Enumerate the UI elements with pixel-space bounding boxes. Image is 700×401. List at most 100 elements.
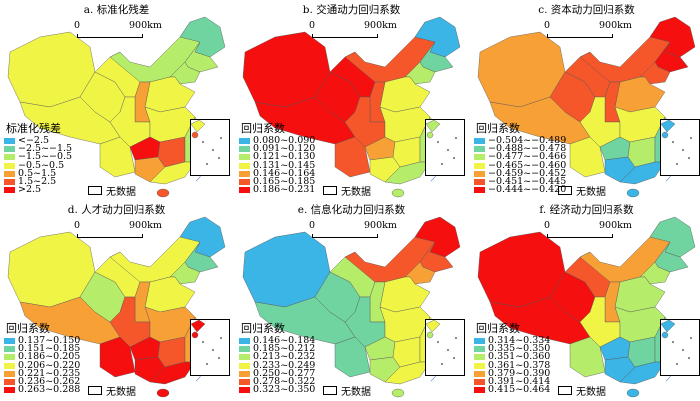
- legend-item: −0.459~−0.452: [474, 167, 567, 179]
- region-hun: [627, 136, 656, 168]
- legend-swatch: [474, 387, 485, 394]
- scale-distance: 900km: [599, 20, 632, 31]
- legend-label: 0.278~0.322: [253, 375, 316, 387]
- legend-label: −2.5~−1.5: [18, 143, 73, 155]
- legend-item: 0.221~0.235: [4, 367, 81, 379]
- south-china-sea-inset: [190, 119, 230, 176]
- legend-label: 0.137~0.150: [18, 335, 81, 346]
- panel-title: a. 标准化残差: [83, 4, 150, 16]
- legend-item: 0.080~0.090: [239, 136, 315, 145]
- legend-item: 0.278~0.322: [239, 375, 316, 387]
- legend-item: 0.250~0.277: [239, 368, 315, 378]
- scale-zero: 0: [544, 220, 551, 231]
- legend-item: 0.391~0.414: [474, 375, 551, 387]
- legend-label: −0.444~−0.420: [488, 184, 567, 196]
- legend-item: −0.465~−0.460: [474, 159, 567, 171]
- scale-zero: 0: [74, 20, 81, 31]
- no-data-label: 无数据: [576, 187, 606, 198]
- legend-swatch: [4, 346, 15, 353]
- china-map: [242, 16, 461, 198]
- no-data-label: 无数据: [341, 387, 371, 398]
- legend-title: 回归系数: [6, 322, 50, 335]
- legend: 回归系数 0.080~0.090 0.091~0.120 0.121~0.130 0.1…: [239, 122, 315, 194]
- legend-label: −0.459~−0.452: [488, 167, 567, 179]
- legend-swatch: [4, 379, 15, 386]
- panel-title: d. 人才动力回归系数: [67, 204, 166, 216]
- legend-swatch: [474, 370, 485, 377]
- map-panel-a: a. 标准化残差 0 900km 标准化残差 <−2.5 −2.5~−1.5 −1.5~−0…: [0, 0, 233, 200]
- legend-item: −1.5~−0.5: [4, 152, 72, 162]
- region-hun: [157, 136, 186, 168]
- legend-label: 0.335~0.350: [488, 343, 551, 355]
- legend-label: 0.165~0.185: [253, 175, 316, 187]
- legend-swatch: [474, 162, 485, 169]
- legend-item: 0.186~0.205: [4, 351, 81, 363]
- legend-swatch: [474, 179, 485, 186]
- legend-swatch: [239, 187, 250, 194]
- legend-item: 0.186~0.231: [239, 184, 316, 196]
- south-china-sea-inset: [190, 319, 230, 376]
- legend-label: −0.5~0.5: [18, 159, 65, 171]
- legend-label: 0.091~0.120: [253, 143, 316, 155]
- legend-title: 回归系数: [241, 122, 285, 135]
- south-china-sea-inset: [660, 319, 700, 376]
- legend-item: 0.233~0.249: [239, 360, 315, 370]
- legend-title: 回归系数: [241, 322, 285, 335]
- no-data-legend: 无数据: [558, 183, 606, 198]
- china-map: [477, 216, 696, 398]
- legend-swatch: [239, 370, 250, 377]
- legend-item: 0.5~1.5: [4, 168, 72, 178]
- legend-label: −0.477~−0.466: [488, 151, 567, 163]
- legend-label: 0.186~0.205: [18, 351, 81, 363]
- china-map: [7, 216, 226, 398]
- map-panel-f: f. 经济动力回归系数 0 900km 回归系数 0.314~0.334 0.335~0.…: [470, 200, 700, 400]
- legend-swatch: [474, 154, 485, 161]
- legend-label: 0.213~0.232: [253, 351, 316, 363]
- region-hun: [392, 336, 421, 368]
- legend-swatch: [474, 362, 485, 369]
- legend-item: −0.504~−0.489: [474, 135, 567, 146]
- no-data-legend: 无数据: [88, 383, 136, 398]
- legend-item: 0.165~0.185: [239, 175, 316, 187]
- legend-item: −0.477~−0.466: [474, 151, 567, 163]
- legend-title: 回归系数: [476, 322, 520, 335]
- legend: 标准化残差 <−2.5 −2.5~−1.5 −1.5~−0.5 −0.5~0.5 0.5~…: [4, 122, 72, 194]
- panel-title: c. 资本动力回归系数: [538, 4, 635, 16]
- legend: 回归系数 −0.504~−0.489 −0.488~−0.478 −0.477~−0.…: [474, 122, 566, 194]
- panel-title: b. 交通动力回归系数: [302, 4, 401, 16]
- legend-item: 0.415~0.464: [474, 385, 550, 394]
- legend: 回归系数 0.146~0.184 0.185~0.212 0.213~0.232 0.2…: [239, 322, 315, 394]
- region-hainan: [156, 388, 170, 398]
- legend-swatch: [474, 379, 485, 386]
- map-panel-e: e. 信息化动力回归系数 0 900km 回归系数 0.146~0.184 0.185~0…: [235, 200, 468, 400]
- legend-label: 0.361~0.378: [488, 359, 551, 371]
- legend-item: −0.5~0.5: [4, 159, 72, 171]
- south-china-sea-inset: [425, 319, 465, 376]
- legend-swatch: [474, 146, 485, 153]
- legend-item: 0.146~0.164: [239, 168, 315, 178]
- legend-label: 0.121~0.130: [253, 151, 316, 163]
- scale-zero: 0: [309, 220, 316, 231]
- scale-distance: 900km: [129, 20, 162, 31]
- legend-label: 0.186~0.231: [253, 184, 316, 196]
- map-panel-d: d. 人才动力回归系数 0 900km 回归系数 0.137~0.150 0.151~0.…: [0, 200, 233, 400]
- legend-label: 0.221~0.235: [18, 367, 81, 379]
- legend-label: <−2.5: [18, 135, 50, 146]
- legend-label: −0.465~−0.460: [488, 159, 567, 171]
- legend-item: 0.379~0.390: [474, 368, 550, 378]
- scale-distance: 900km: [599, 220, 632, 231]
- legend-label: 0.391~0.414: [488, 375, 551, 387]
- legend-swatch: [239, 154, 250, 161]
- scale-distance: 900km: [364, 220, 397, 231]
- legend-label: 0.185~0.212: [253, 343, 316, 355]
- map-panel-c: c. 资本动力回归系数 0 900km 回归系数 −0.504~−0.489 −0.488…: [470, 0, 700, 200]
- no-data-legend: 无数据: [558, 383, 606, 398]
- legend-swatch: [4, 170, 15, 177]
- legend: 回归系数 0.314~0.334 0.335~0.350 0.351~0.360 0.3…: [474, 322, 550, 394]
- legend-label: −0.504~−0.489: [488, 135, 567, 146]
- legend-label: 0.323~0.350: [253, 384, 316, 396]
- legend-item: 0.185~0.212: [239, 343, 316, 355]
- legend-item: 0.206~0.220: [4, 360, 80, 370]
- legend-label: 0.351~0.360: [488, 351, 551, 363]
- legend-swatch: [239, 170, 250, 177]
